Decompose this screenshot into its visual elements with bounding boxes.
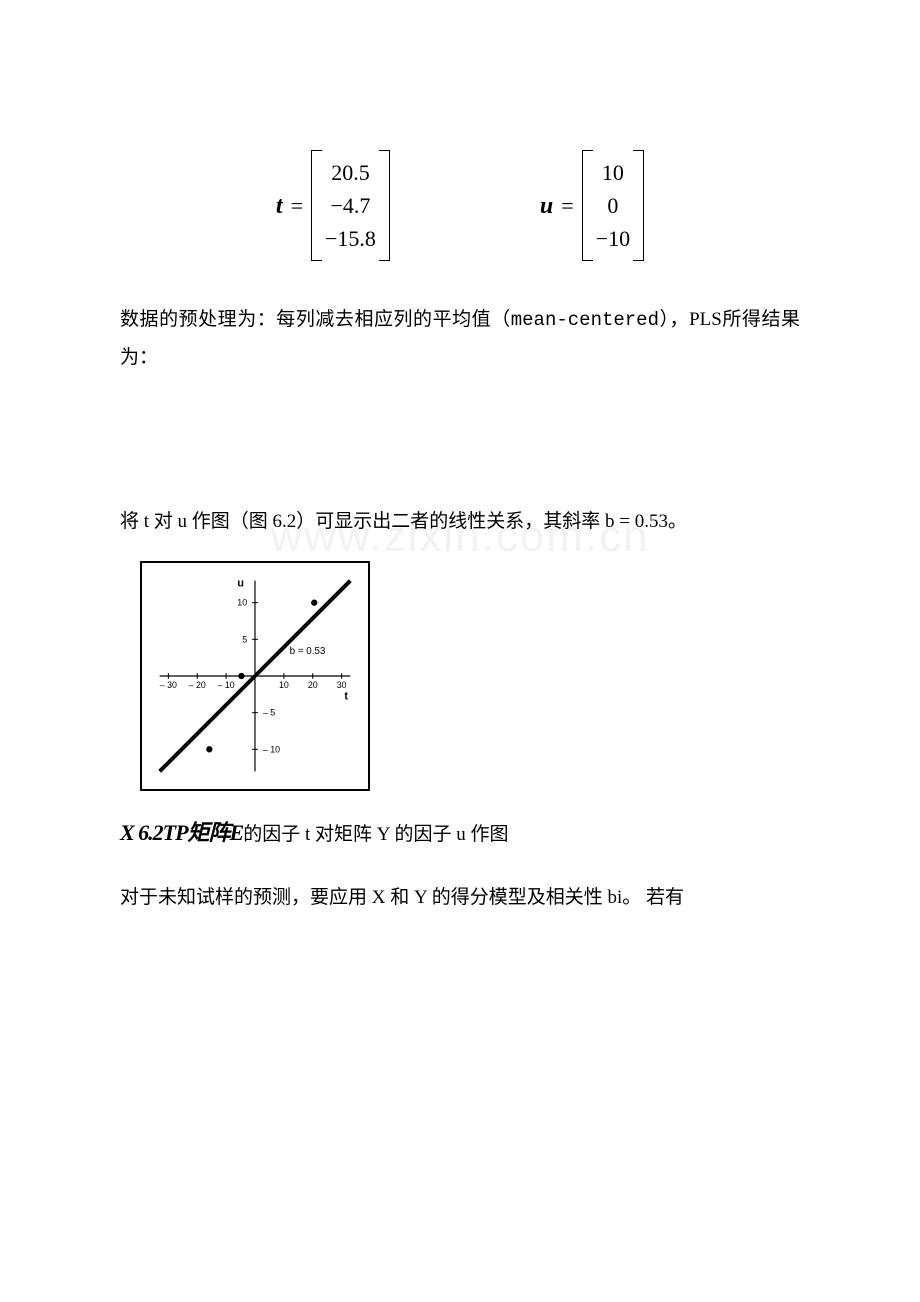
svg-text:b = 0.53: b = 0.53	[290, 646, 326, 657]
svg-text:– 10: – 10	[218, 680, 235, 690]
figure-svg: – 30 – 20 – 10 10 20 30 – 10 – 5 5 10 u t b = 0.53	[142, 563, 368, 789]
equation-u: u = 10 0 −10	[540, 150, 644, 261]
bracket-t: 20.5 −4.7 −15.8	[311, 150, 390, 261]
paragraph-1: 数据的预处理为：每列减去相应列的平均值（mean-centered），PLS所得…	[120, 301, 800, 377]
svg-text:10: 10	[237, 598, 247, 608]
equation-t: t = 20.5 −4.7 −15.8	[276, 150, 390, 261]
equals-sign: =	[291, 184, 303, 228]
var-t: t	[276, 182, 283, 230]
para1-prefix: 数据的预处理为：每列减去相应列的平均值（	[120, 309, 511, 330]
blank-spacer	[120, 395, 800, 485]
t-val-2: −15.8	[325, 222, 376, 255]
svg-text:u: u	[237, 578, 244, 590]
svg-text:– 5: – 5	[263, 708, 275, 718]
paragraph-2: 将 t 对 u 作图（图 6.2）可显示出二者的线性关系，其斜率 b = 0.5…	[120, 503, 800, 541]
bracket-u: 10 0 −10	[582, 150, 644, 261]
equals-sign: =	[561, 184, 573, 228]
svg-text:– 20: – 20	[189, 680, 206, 690]
caption-text: 的因子 t 对矩阵 Y 的因子 u 作图	[243, 816, 508, 854]
svg-text:t: t	[344, 691, 348, 703]
t-val-1: −4.7	[330, 189, 370, 222]
svg-text:20: 20	[308, 680, 318, 690]
svg-text:10: 10	[279, 680, 289, 690]
figure-caption: X 6.2TP矩阵E 的因子 t 对矩阵 Y 的因子 u 作图	[120, 811, 800, 855]
u-val-0: 10	[602, 156, 624, 189]
t-val-0: 20.5	[331, 156, 370, 189]
u-val-1: 0	[607, 189, 618, 222]
equations-row: t = 20.5 −4.7 −15.8 u = 10 0 −10	[120, 150, 800, 261]
figure-6-2: – 30 – 20 – 10 10 20 30 – 10 – 5 5 10 u t b = 0.53	[140, 561, 370, 791]
svg-text:5: 5	[242, 634, 247, 644]
u-val-2: −10	[596, 222, 630, 255]
para1-mono: mean-centered	[511, 309, 659, 331]
svg-text:30: 30	[337, 680, 347, 690]
svg-text:– 30: – 30	[160, 680, 177, 690]
caption-bold-overlap: X 6.2TP矩阵E	[120, 811, 243, 855]
svg-text:– 10: – 10	[263, 744, 280, 754]
var-u: u	[540, 182, 553, 230]
paragraph-3: 对于未知试样的预测，要应用 X 和 Y 的得分模型及相关性 bi。 若有	[120, 879, 800, 917]
